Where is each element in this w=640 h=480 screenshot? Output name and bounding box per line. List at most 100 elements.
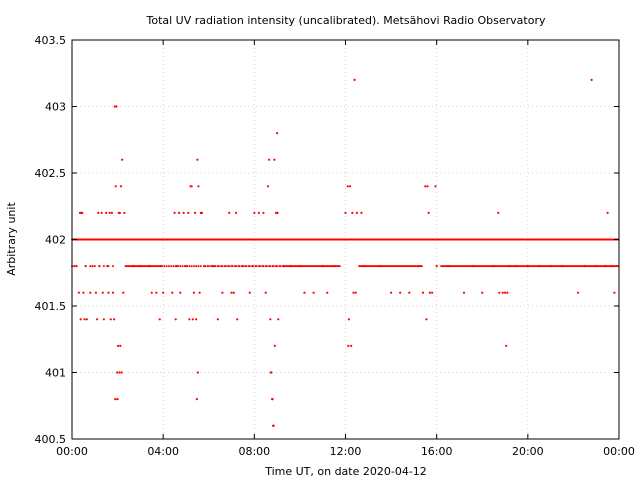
data-point bbox=[150, 291, 153, 294]
data-point bbox=[282, 265, 286, 268]
x-tick-label: 08:00 bbox=[238, 445, 270, 458]
data-point bbox=[351, 211, 354, 214]
data-point bbox=[84, 265, 87, 268]
data-point bbox=[378, 265, 381, 268]
data-point bbox=[91, 265, 94, 268]
data-point bbox=[179, 265, 182, 268]
data-point bbox=[85, 318, 88, 321]
data-point bbox=[259, 265, 262, 268]
data-point bbox=[265, 265, 268, 268]
data-point bbox=[303, 291, 306, 294]
x-tick-label: 20:00 bbox=[512, 445, 544, 458]
data-point bbox=[312, 291, 315, 294]
data-point bbox=[110, 211, 113, 214]
data-point bbox=[399, 291, 402, 294]
data-point bbox=[118, 371, 121, 374]
data-point bbox=[155, 291, 158, 294]
data-point bbox=[196, 371, 199, 374]
data-point bbox=[107, 291, 110, 294]
data-point bbox=[272, 265, 275, 268]
data-point bbox=[203, 265, 206, 268]
data-point bbox=[481, 291, 484, 294]
data-point bbox=[114, 398, 117, 401]
data-point bbox=[269, 265, 272, 268]
data-point bbox=[102, 265, 105, 268]
data-point bbox=[273, 158, 276, 161]
data-point bbox=[424, 185, 427, 188]
x-tick-label: 12:00 bbox=[330, 445, 362, 458]
y-tick-label: 403.5 bbox=[35, 34, 67, 47]
data-point bbox=[604, 265, 607, 268]
data-point bbox=[195, 398, 198, 401]
data-point bbox=[230, 291, 233, 294]
y-axis-ticks: 400.5 401 401.5 402 402.5 403 403.5 bbox=[35, 34, 619, 446]
data-point bbox=[232, 291, 235, 294]
data-point bbox=[421, 291, 425, 294]
data-point bbox=[100, 211, 103, 214]
data-point bbox=[89, 265, 92, 268]
data-point bbox=[218, 265, 221, 268]
data-point bbox=[435, 265, 438, 268]
data-point bbox=[197, 265, 200, 268]
data-point bbox=[178, 211, 181, 214]
data-point bbox=[272, 424, 275, 427]
data-point bbox=[347, 318, 351, 321]
data-point bbox=[120, 371, 123, 374]
data-point bbox=[89, 291, 92, 294]
data-point bbox=[76, 238, 79, 241]
data-point bbox=[277, 318, 280, 321]
data-point bbox=[207, 265, 210, 268]
data-point bbox=[163, 265, 166, 268]
x-tick-label: 16:00 bbox=[421, 445, 453, 458]
data-point bbox=[241, 265, 245, 268]
data-point bbox=[354, 291, 357, 294]
data-point bbox=[505, 344, 508, 347]
data-point bbox=[192, 265, 195, 268]
data-point bbox=[420, 265, 423, 268]
data-point bbox=[235, 211, 238, 214]
y-tick-label: 403 bbox=[45, 101, 66, 114]
data-point bbox=[113, 318, 116, 321]
data-point bbox=[105, 211, 108, 214]
data-point bbox=[458, 238, 461, 241]
data-point bbox=[172, 265, 175, 268]
data-point bbox=[321, 265, 324, 268]
data-point bbox=[132, 265, 135, 268]
data-point bbox=[102, 318, 106, 321]
data-point bbox=[143, 238, 147, 241]
data-point bbox=[262, 211, 265, 214]
data-point bbox=[606, 211, 609, 214]
data-point bbox=[427, 211, 430, 214]
data-point bbox=[216, 318, 219, 321]
data-point bbox=[139, 265, 142, 268]
data-point bbox=[116, 344, 120, 347]
data-point bbox=[515, 265, 518, 268]
data-point bbox=[214, 265, 217, 268]
data-point bbox=[389, 291, 393, 294]
data-point bbox=[188, 265, 191, 268]
x-tick-label: 00:00 bbox=[56, 445, 88, 458]
data-point bbox=[93, 238, 96, 241]
data-point bbox=[114, 185, 117, 188]
data-point bbox=[346, 185, 349, 188]
data-point bbox=[170, 265, 173, 268]
data-point bbox=[497, 211, 500, 214]
data-point bbox=[616, 265, 619, 268]
data-point bbox=[257, 211, 260, 214]
data-point bbox=[446, 265, 450, 268]
data-point bbox=[426, 185, 429, 188]
y-tick-label: 400.5 bbox=[35, 433, 67, 446]
data-point bbox=[248, 291, 251, 294]
data-point bbox=[165, 265, 168, 268]
data-point bbox=[95, 318, 99, 321]
data-point bbox=[221, 291, 224, 294]
data-point bbox=[173, 211, 176, 214]
data-point bbox=[353, 78, 356, 81]
data-point bbox=[326, 291, 329, 294]
data-point bbox=[236, 318, 239, 321]
data-point bbox=[506, 291, 509, 294]
data-point bbox=[162, 291, 165, 294]
data-point bbox=[348, 185, 352, 188]
data-point bbox=[212, 265, 215, 268]
